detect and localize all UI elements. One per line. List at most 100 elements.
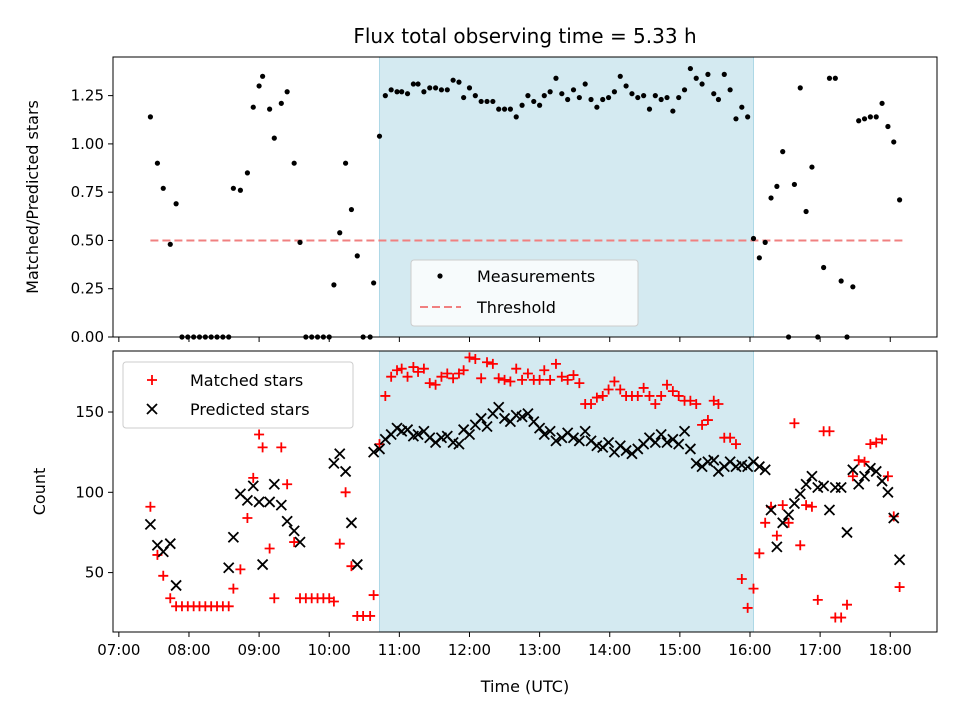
data-point <box>750 235 757 242</box>
plot-frame <box>112 56 938 338</box>
data-point <box>838 278 844 284</box>
data-point <box>453 438 465 450</box>
data-point <box>539 365 550 376</box>
data-point <box>345 517 358 529</box>
data-point <box>374 439 385 450</box>
data-point <box>475 412 487 425</box>
data-point <box>641 93 647 99</box>
data-point <box>768 195 774 201</box>
data-point <box>620 444 632 457</box>
data-point <box>230 185 236 191</box>
data-point <box>876 475 888 487</box>
data-point <box>418 363 429 374</box>
data-point <box>812 594 823 605</box>
data-point <box>693 75 699 81</box>
x-tick-label: 07:00 <box>97 641 140 659</box>
data-point <box>547 89 553 95</box>
data-point <box>328 457 340 470</box>
data-point <box>727 87 733 93</box>
data-point <box>482 357 493 368</box>
data-point <box>386 371 397 382</box>
data-point <box>493 373 504 384</box>
data-point <box>284 89 290 95</box>
data-point <box>550 358 561 369</box>
data-point <box>282 479 293 490</box>
data-point <box>538 428 550 441</box>
x-tick-label: 14:00 <box>588 641 631 659</box>
legend: Measurements Threshold <box>410 259 639 327</box>
data-point <box>882 486 894 498</box>
data-point <box>463 428 476 441</box>
data-point <box>501 106 508 112</box>
data-point <box>235 564 246 575</box>
data-point <box>456 79 462 85</box>
data-point <box>576 94 582 101</box>
data-point <box>673 390 684 401</box>
legend-label: Predicted stars <box>190 400 310 419</box>
data-point <box>276 442 287 453</box>
data-point <box>268 478 280 490</box>
data-point <box>337 230 343 236</box>
data-point <box>623 83 629 89</box>
data-point <box>525 93 531 99</box>
data-point <box>444 87 450 93</box>
data-point <box>867 114 873 120</box>
data-point <box>537 102 543 108</box>
data-point <box>368 446 380 458</box>
data-point <box>896 197 903 203</box>
data-point <box>556 371 567 382</box>
data-point <box>821 264 827 271</box>
data-point <box>652 93 658 99</box>
data-point <box>858 470 871 482</box>
data-point <box>762 239 768 245</box>
data-point <box>382 93 388 99</box>
data-point <box>490 98 496 105</box>
data-point <box>241 494 254 506</box>
data-point <box>394 89 400 95</box>
data-point <box>888 512 900 524</box>
y-tick-label: 100 <box>75 483 104 501</box>
data-point <box>493 401 505 413</box>
y-tick-label: 0.25 <box>71 280 104 298</box>
data-point <box>269 593 280 604</box>
data-point <box>605 94 612 101</box>
data-point <box>271 135 277 141</box>
data-point <box>664 94 670 101</box>
data-point <box>760 517 771 528</box>
data-point <box>160 185 166 191</box>
x-tick-label: 13:00 <box>518 641 561 659</box>
data-point <box>410 81 416 87</box>
data-point <box>826 75 833 81</box>
count-panel: 50 100 150 07:00 08:00 09:00 10:00 11:00 12:00 13… <box>30 350 938 659</box>
data-point <box>699 81 705 87</box>
data-point <box>777 517 789 529</box>
data-point <box>673 438 685 450</box>
data-point <box>646 106 653 112</box>
data-point <box>841 526 853 539</box>
data-point <box>611 89 618 95</box>
data-point <box>824 426 835 437</box>
data-point <box>365 610 376 621</box>
data-point <box>481 420 493 433</box>
data-point <box>865 439 876 450</box>
data-point <box>507 106 513 112</box>
data-point <box>517 374 528 385</box>
data-point <box>803 208 809 215</box>
data-point <box>871 437 882 448</box>
legend-box <box>122 361 354 429</box>
data-point <box>348 206 355 213</box>
data-point <box>697 419 708 430</box>
data-point <box>371 280 377 286</box>
data-point <box>499 374 510 385</box>
data-point <box>461 94 467 101</box>
data-point <box>685 395 696 406</box>
data-point <box>765 504 777 516</box>
data-point <box>170 579 182 592</box>
data-point <box>328 596 339 607</box>
data-point <box>278 100 284 106</box>
legend-marker-predicted <box>146 403 158 415</box>
x-tick-label: 11:00 <box>378 641 421 659</box>
data-point <box>545 374 556 385</box>
data-point <box>888 511 899 522</box>
data-point <box>253 496 265 508</box>
